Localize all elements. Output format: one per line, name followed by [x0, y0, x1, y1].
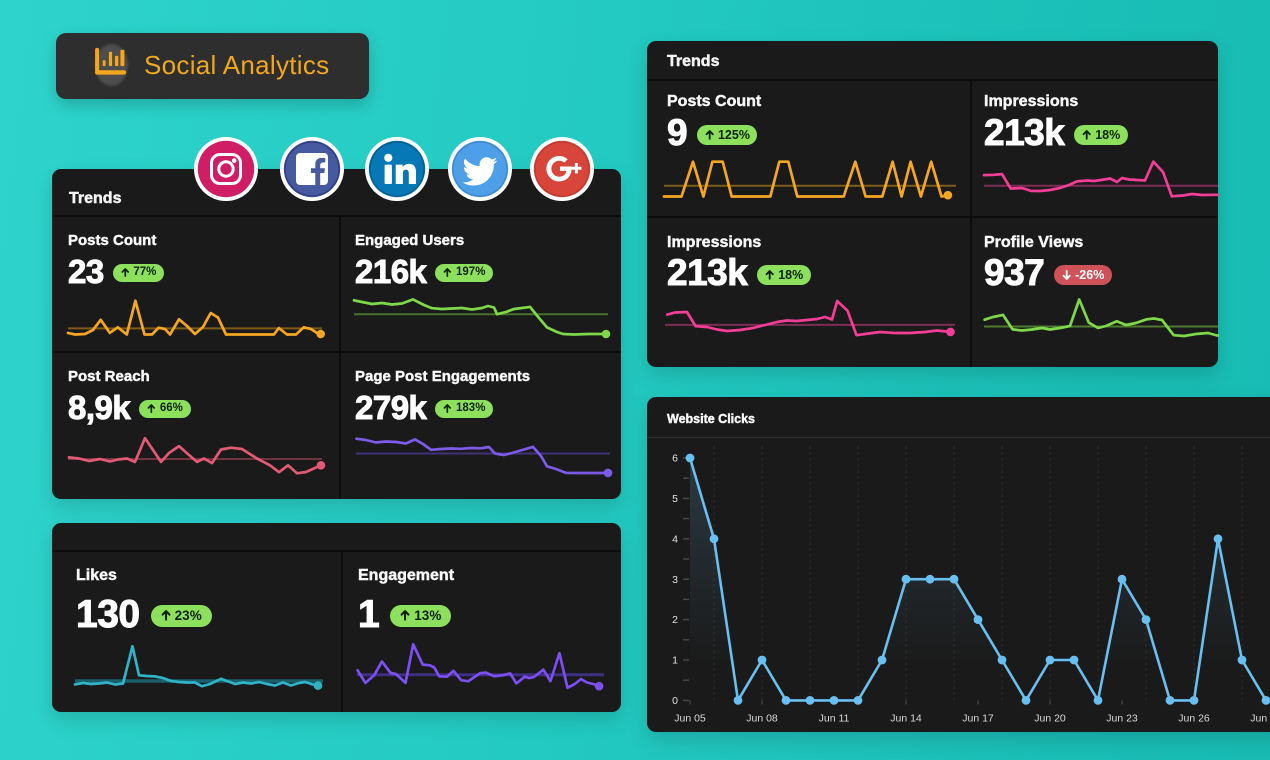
- svg-text:Jun 11: Jun 11: [819, 712, 850, 724]
- svg-text:Jun 26: Jun 26: [1178, 712, 1210, 724]
- svg-text:3: 3: [672, 574, 678, 586]
- svg-text:Jun 05: Jun 05: [674, 712, 706, 724]
- svg-text:2: 2: [672, 614, 678, 626]
- svg-text:6: 6: [672, 453, 678, 465]
- svg-text:1: 1: [672, 655, 678, 667]
- svg-text:Jun 23: Jun 23: [1106, 712, 1138, 724]
- svg-text:Jun 20: Jun 20: [1034, 712, 1066, 724]
- svg-text:0: 0: [672, 695, 678, 707]
- svg-text:Jun 29: Jun 29: [1250, 712, 1270, 724]
- svg-text:Jun 17: Jun 17: [962, 712, 994, 724]
- svg-text:4: 4: [672, 533, 678, 545]
- svg-text:Jun 08: Jun 08: [746, 712, 778, 724]
- svg-text:5: 5: [672, 493, 678, 505]
- svg-text:Jun 14: Jun 14: [890, 712, 922, 724]
